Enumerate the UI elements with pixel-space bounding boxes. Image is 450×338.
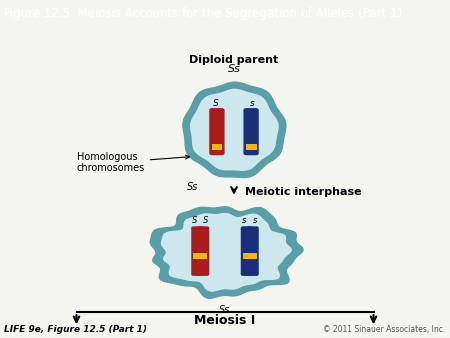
Text: Meiosis I: Meiosis I: [194, 314, 256, 327]
Text: Diploid parent: Diploid parent: [189, 55, 279, 65]
Text: Homologous
chromosomes: Homologous chromosomes: [76, 152, 189, 173]
FancyBboxPatch shape: [209, 108, 225, 155]
FancyBboxPatch shape: [241, 226, 253, 276]
FancyBboxPatch shape: [246, 226, 259, 276]
Text: LIFE 9e, Figure 12.5 (Part 1): LIFE 9e, Figure 12.5 (Part 1): [4, 325, 148, 334]
Polygon shape: [161, 213, 292, 292]
FancyBboxPatch shape: [191, 226, 204, 276]
Text: S: S: [213, 99, 218, 108]
Text: Meiotic interphase: Meiotic interphase: [245, 187, 362, 197]
FancyBboxPatch shape: [193, 253, 207, 259]
Text: S: S: [203, 216, 208, 225]
Text: Ss: Ss: [228, 64, 240, 74]
Text: S: S: [192, 216, 198, 225]
Polygon shape: [182, 81, 287, 178]
Text: s: s: [242, 216, 247, 225]
Polygon shape: [190, 89, 279, 171]
FancyBboxPatch shape: [246, 144, 256, 150]
Text: Figure 12.5  Meiosis Accounts for the Segregation of Alleles (Part 1): Figure 12.5 Meiosis Accounts for the Seg…: [4, 7, 403, 20]
Text: Ss: Ss: [219, 306, 231, 315]
FancyBboxPatch shape: [197, 226, 209, 276]
FancyBboxPatch shape: [243, 253, 257, 259]
Text: s: s: [250, 99, 255, 108]
Polygon shape: [149, 206, 304, 299]
FancyBboxPatch shape: [212, 144, 222, 150]
Text: Ss: Ss: [187, 182, 198, 192]
Text: s: s: [253, 216, 257, 225]
FancyBboxPatch shape: [243, 108, 259, 155]
Text: © 2011 Sinauer Associates, Inc.: © 2011 Sinauer Associates, Inc.: [323, 325, 446, 334]
